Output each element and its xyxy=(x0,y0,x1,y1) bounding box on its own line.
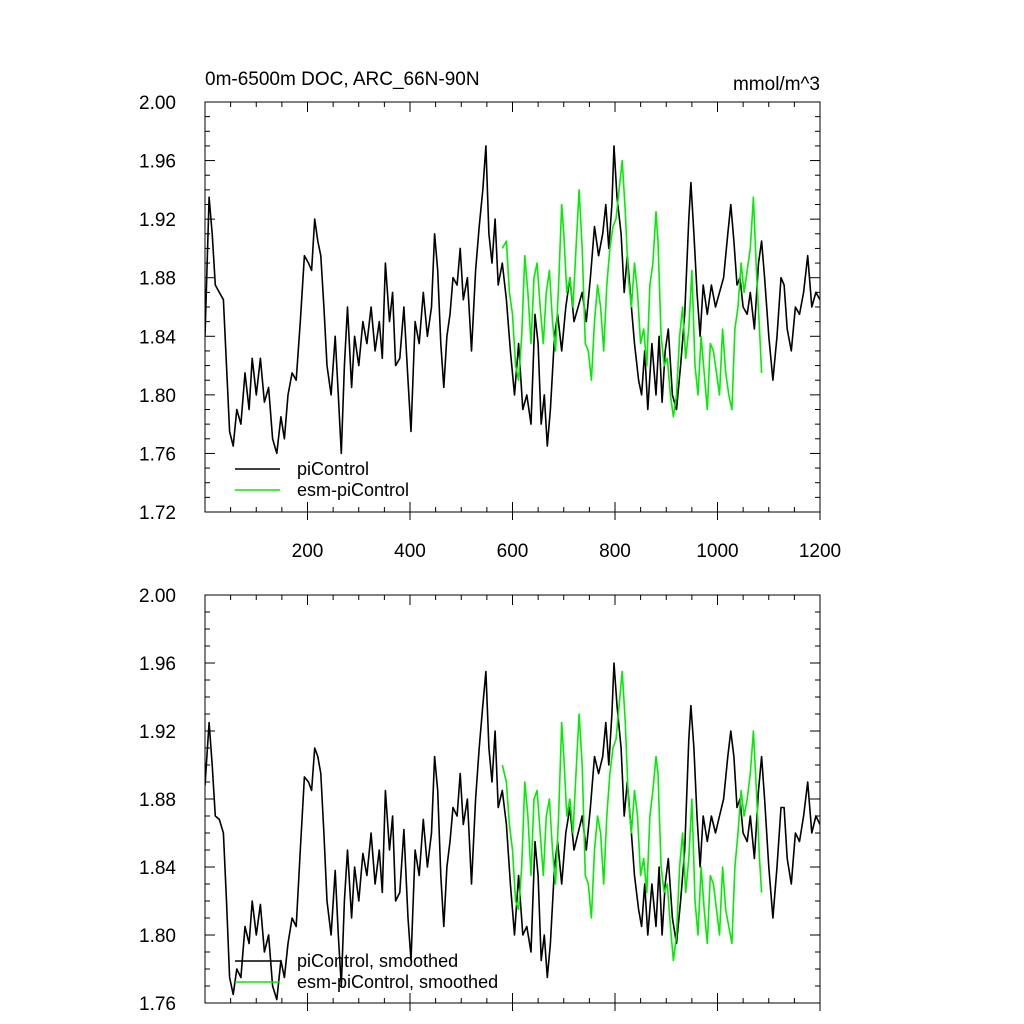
units-label: mmol/m^3 xyxy=(733,74,820,95)
series-line-picontrol-smoothed xyxy=(205,662,820,1001)
y-tick-label: 1.84 xyxy=(139,858,176,879)
series-line-picontrol xyxy=(205,145,820,455)
y-tick-label: 1.92 xyxy=(139,210,176,231)
y-tick-label: 1.88 xyxy=(139,269,176,290)
legend-label: piControl xyxy=(297,459,369,479)
x-tick-label: 800 xyxy=(599,541,631,562)
legend-label: esm-piControl, smoothed xyxy=(297,972,498,992)
plot-frame xyxy=(204,594,821,1004)
x-tick-label: 200 xyxy=(292,541,324,562)
x-tick-label: 1200 xyxy=(799,541,841,562)
y-tick-label: 1.96 xyxy=(139,152,176,173)
x-tick-label: 400 xyxy=(394,541,426,562)
y-tick-label: 1.72 xyxy=(139,503,176,524)
series-line-esm-picontrol-smoothed xyxy=(501,670,763,962)
chart-title: 0m-6500m DOC, ARC_66N-90N xyxy=(205,69,480,90)
y-tick-label: 1.88 xyxy=(139,790,176,811)
y-tick-label: 2.00 xyxy=(139,93,176,114)
y-tick-label: 1.96 xyxy=(139,654,176,675)
y-tick-label: 1.80 xyxy=(139,926,176,947)
series-line-esm-picontrol xyxy=(501,159,763,418)
plot-frame xyxy=(204,101,821,513)
x-tick-label: 1000 xyxy=(696,541,738,562)
bottom-panel: 1.76 1.80 1.84 1.88 1.92 1.96 2.00 piControl, s… xyxy=(139,586,821,1015)
legend-label: piControl, smoothed xyxy=(297,951,458,971)
top-panel: 200 400 600 800 1000 1200 1.72 1.76 1.80 1.84 1.88… xyxy=(139,93,841,562)
y-tick-label: 1.92 xyxy=(139,722,176,743)
x-tick-label: 600 xyxy=(497,541,529,562)
y-tick-label: 2.00 xyxy=(139,586,176,607)
y-tick-label: 1.76 xyxy=(139,994,176,1015)
y-tick-label: 1.76 xyxy=(139,444,176,465)
y-tick-label: 1.84 xyxy=(139,327,176,348)
legend-label: esm-piControl xyxy=(297,480,409,500)
y-tick-label: 1.80 xyxy=(139,386,176,407)
